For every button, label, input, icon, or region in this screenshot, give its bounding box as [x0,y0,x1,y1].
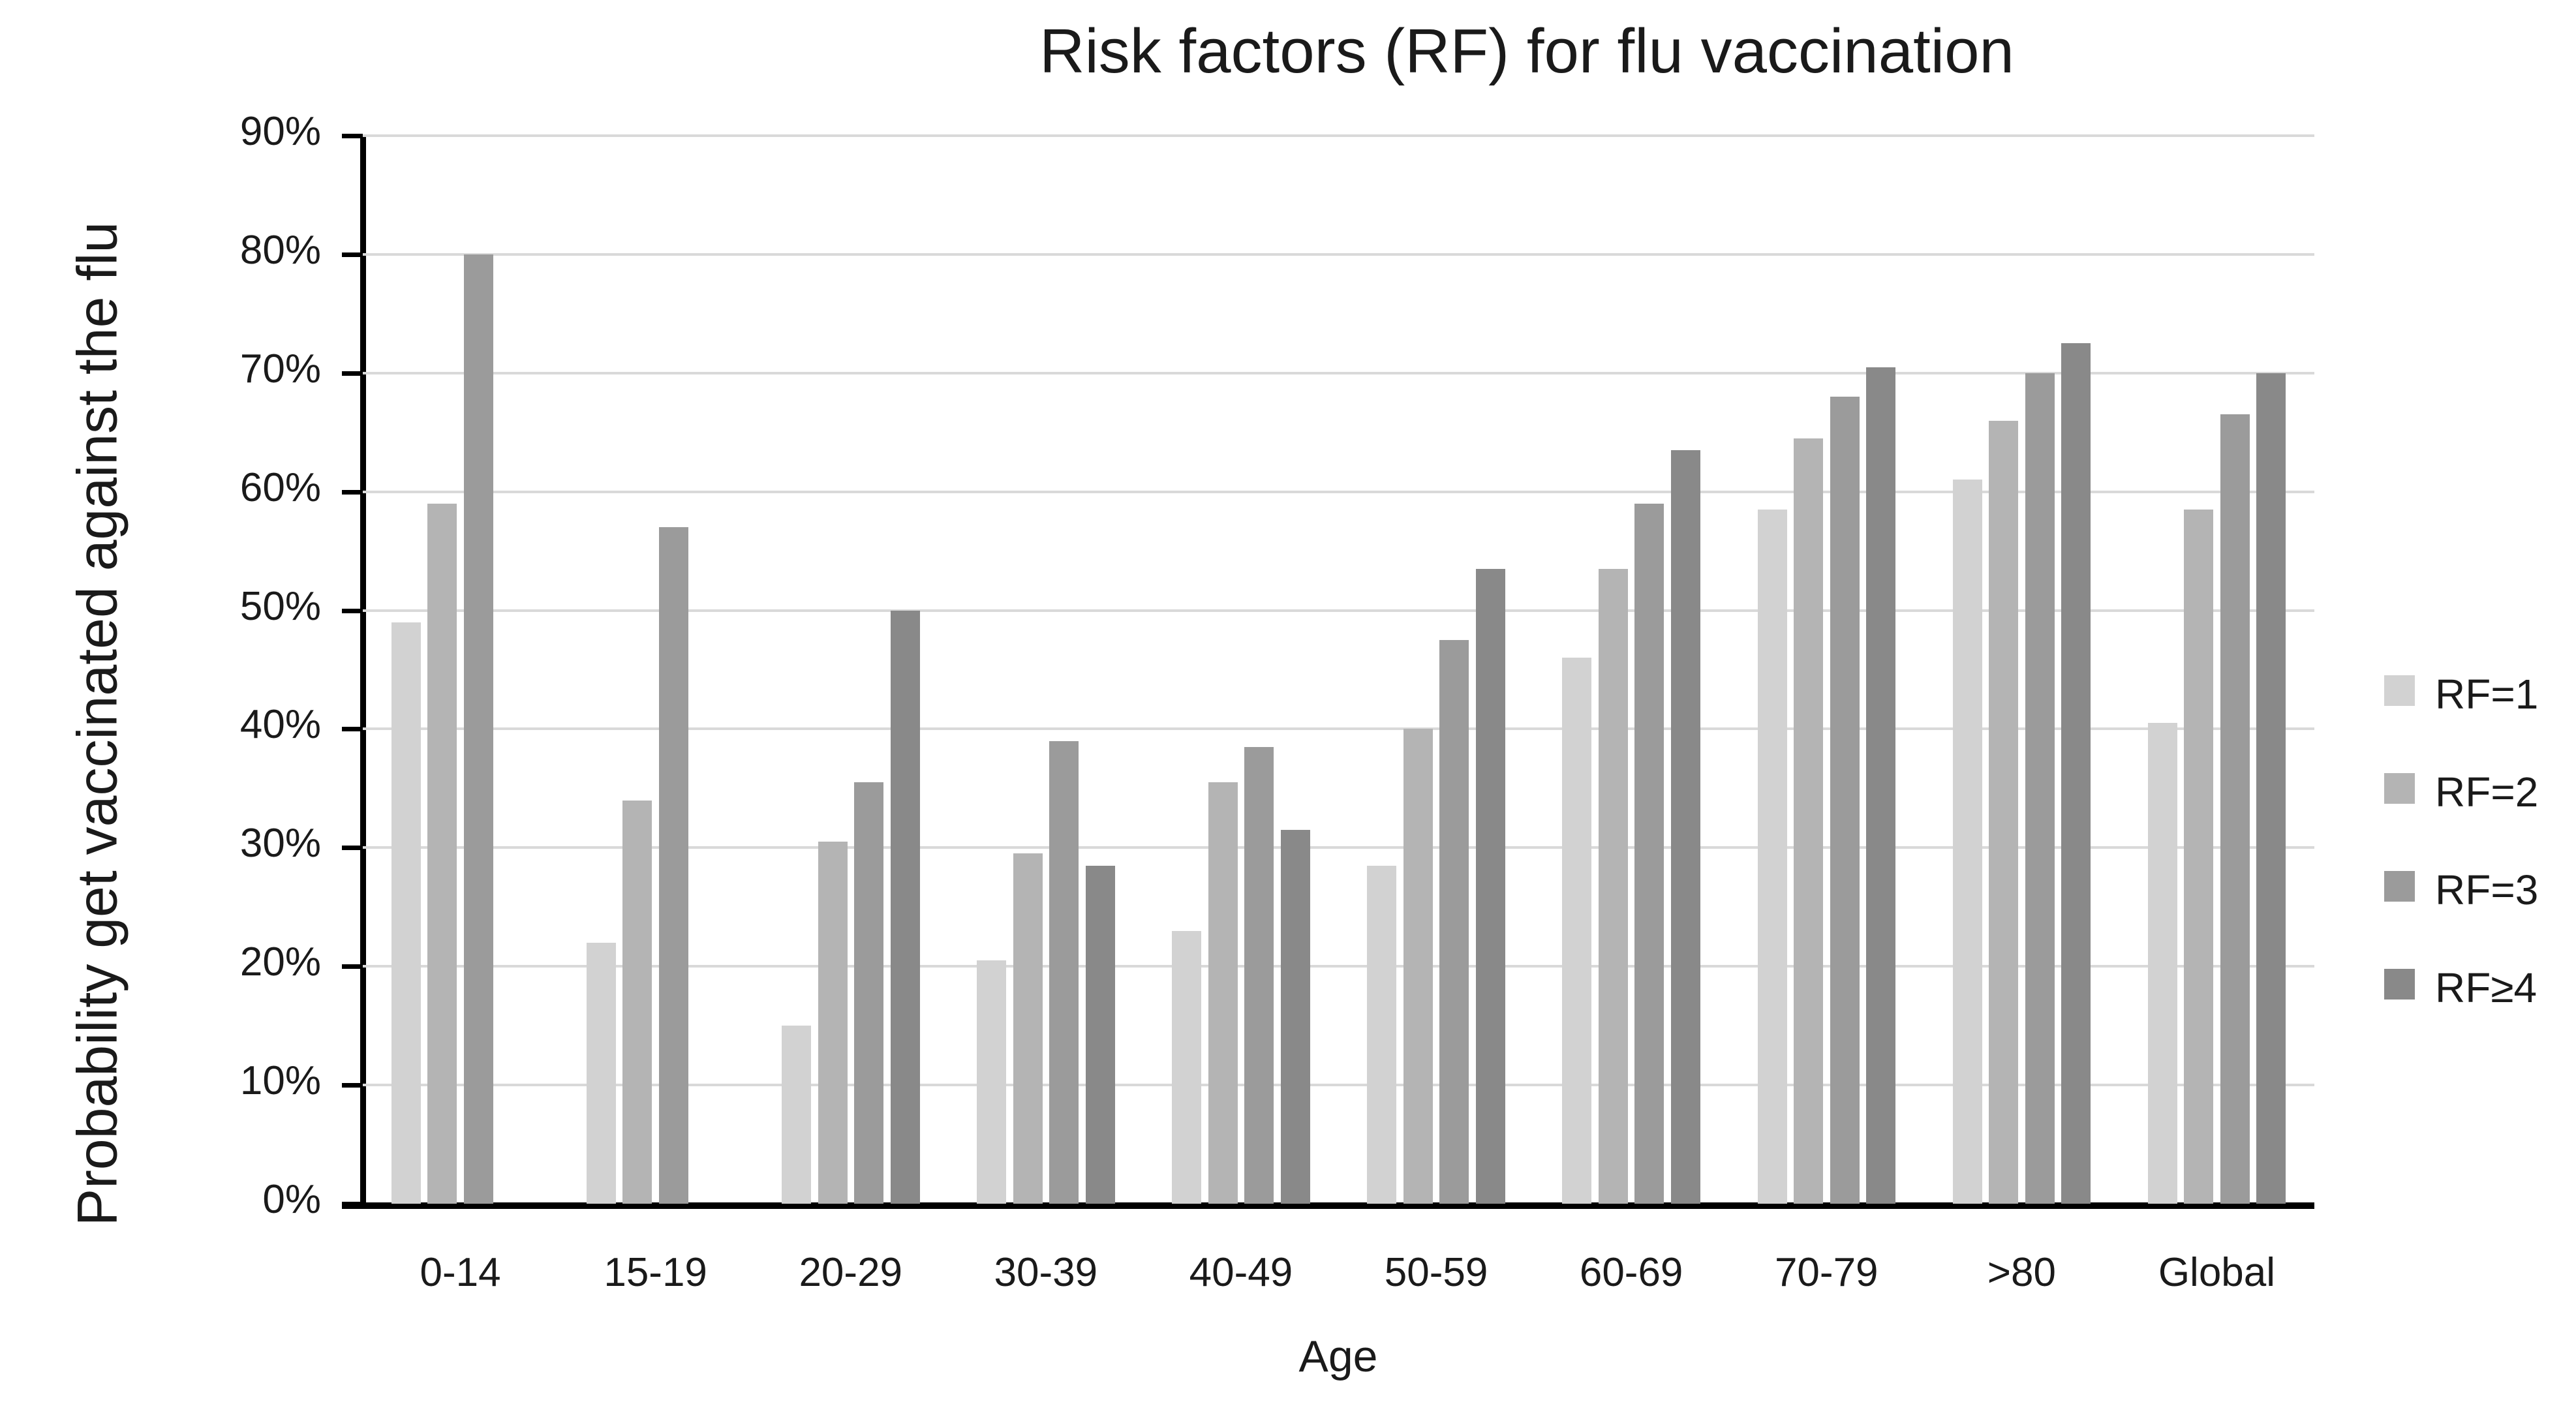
bar-RF=1-40-49 [1172,930,1202,1204]
legend-label: RF=3 [2435,866,2539,913]
y-tick-label: 10% [239,1058,321,1104]
y-axis-tick [342,134,363,138]
bar-RF=2-30-39 [1013,853,1043,1204]
bar-RF=2-Global [2184,509,2214,1204]
y-axis-tick [342,1083,363,1088]
bar-RF=1-0-14 [391,622,421,1204]
y-tick-label: 50% [239,583,321,629]
legend-label: RF=1 [2435,671,2539,718]
bar-RF≥4-30-39 [1085,865,1115,1204]
x-axis-title: Age [1298,1332,1378,1381]
x-category-label: 20-29 [799,1250,903,1295]
bar-RF≥4-40-49 [1280,830,1310,1204]
bar-RF≥4-70-79 [1866,367,1895,1204]
y-axis-tick [342,727,363,732]
x-category-label: 0-14 [420,1250,501,1295]
y-tick-label: 70% [239,346,321,391]
bar-RF=2-40-49 [1208,782,1238,1204]
y-tick-label: 20% [239,939,321,985]
y-axis-tick [342,964,363,969]
y-axis-tick [342,1202,363,1206]
bar-RF=1-60-69 [1562,658,1592,1204]
bar-RF=3-40-49 [1244,746,1274,1204]
y-tick-label: 90% [239,109,321,154]
chart-title: Risk factors (RF) for flu vaccination [1039,16,2014,86]
bar-RF=3-50-59 [1439,640,1469,1204]
bar-RF=1-50-59 [1367,865,1397,1204]
gridline [363,252,2314,256]
bar-RF=3-20-29 [854,782,883,1204]
y-axis-tick [342,846,363,851]
bar-RF=1-Global [2147,723,2177,1204]
gridline [363,727,2314,731]
x-category-label: 40-49 [1189,1250,1293,1295]
gridline [363,609,2314,612]
gridline [363,965,2314,968]
x-axis-line [342,1202,2314,1209]
y-tick-label: 30% [239,821,321,866]
y-tick-label: 0% [262,1177,321,1222]
bar-RF=3-60-69 [1634,503,1664,1204]
bar-RF=2-20-29 [818,842,848,1204]
gridline [363,371,2314,374]
bar-RF=2-0-14 [427,503,457,1204]
bar-RF≥4->80 [2061,343,2091,1204]
bar-RF=1-30-39 [977,960,1007,1204]
x-category-label: 30-39 [994,1250,1098,1295]
legend-swatch-icon [2384,969,2415,1000]
gridline [363,1084,2314,1087]
x-category-label: 15-19 [604,1250,707,1295]
x-category-label: Global [2158,1250,2276,1295]
bar-RF=1-20-29 [782,1026,811,1204]
bar-RF=3-70-79 [1830,397,1860,1204]
bar-RF=1-70-79 [1757,509,1787,1204]
bar-RF≥4-60-69 [1670,450,1700,1204]
bar-RF=1->80 [1952,480,1982,1204]
bar-RF=2-60-69 [1598,568,1628,1204]
bar-RF=2-50-59 [1403,729,1433,1204]
bar-RF=3-Global [2220,414,2250,1204]
y-tick-label: 60% [239,465,321,510]
bar-RF≥4-Global [2256,373,2286,1204]
bar-RF≥4-50-59 [1475,568,1505,1204]
legend-swatch-icon [2384,773,2415,804]
x-category-label: 60-69 [1579,1250,1683,1295]
legend-swatch-icon [2384,871,2415,902]
y-axis-tick [342,371,363,376]
y-axis-tick [342,608,363,613]
y-axis-line [360,134,366,1207]
y-tick-label: 40% [239,702,321,748]
x-category-label: 50-59 [1384,1250,1488,1295]
bar-RF=1-15-19 [586,942,616,1204]
y-axis-tick [342,252,363,257]
bar-RF=3-30-39 [1049,740,1079,1204]
y-axis-title: Probability get vaccinated against the f… [66,221,129,1227]
bar-RF=2->80 [1989,420,2019,1204]
gridline [363,490,2314,493]
bar-RF=3-15-19 [658,527,688,1204]
bar-RF=2-70-79 [1794,438,1823,1204]
bar-RF≥4-20-29 [890,610,920,1204]
legend-label: RF≥4 [2435,964,2538,1011]
bar-RF=2-15-19 [622,800,652,1204]
bar-RF=3-0-14 [463,254,493,1204]
x-category-label: >80 [1987,1250,2056,1295]
legend-swatch-icon [2384,675,2415,706]
gridline [363,846,2314,849]
y-axis-tick [342,489,363,495]
legend-label: RF=2 [2435,769,2539,816]
bar-RF=3->80 [2025,373,2055,1204]
x-category-label: 70-79 [1774,1250,1878,1295]
gridline [363,134,2314,137]
y-tick-label: 80% [239,227,321,273]
